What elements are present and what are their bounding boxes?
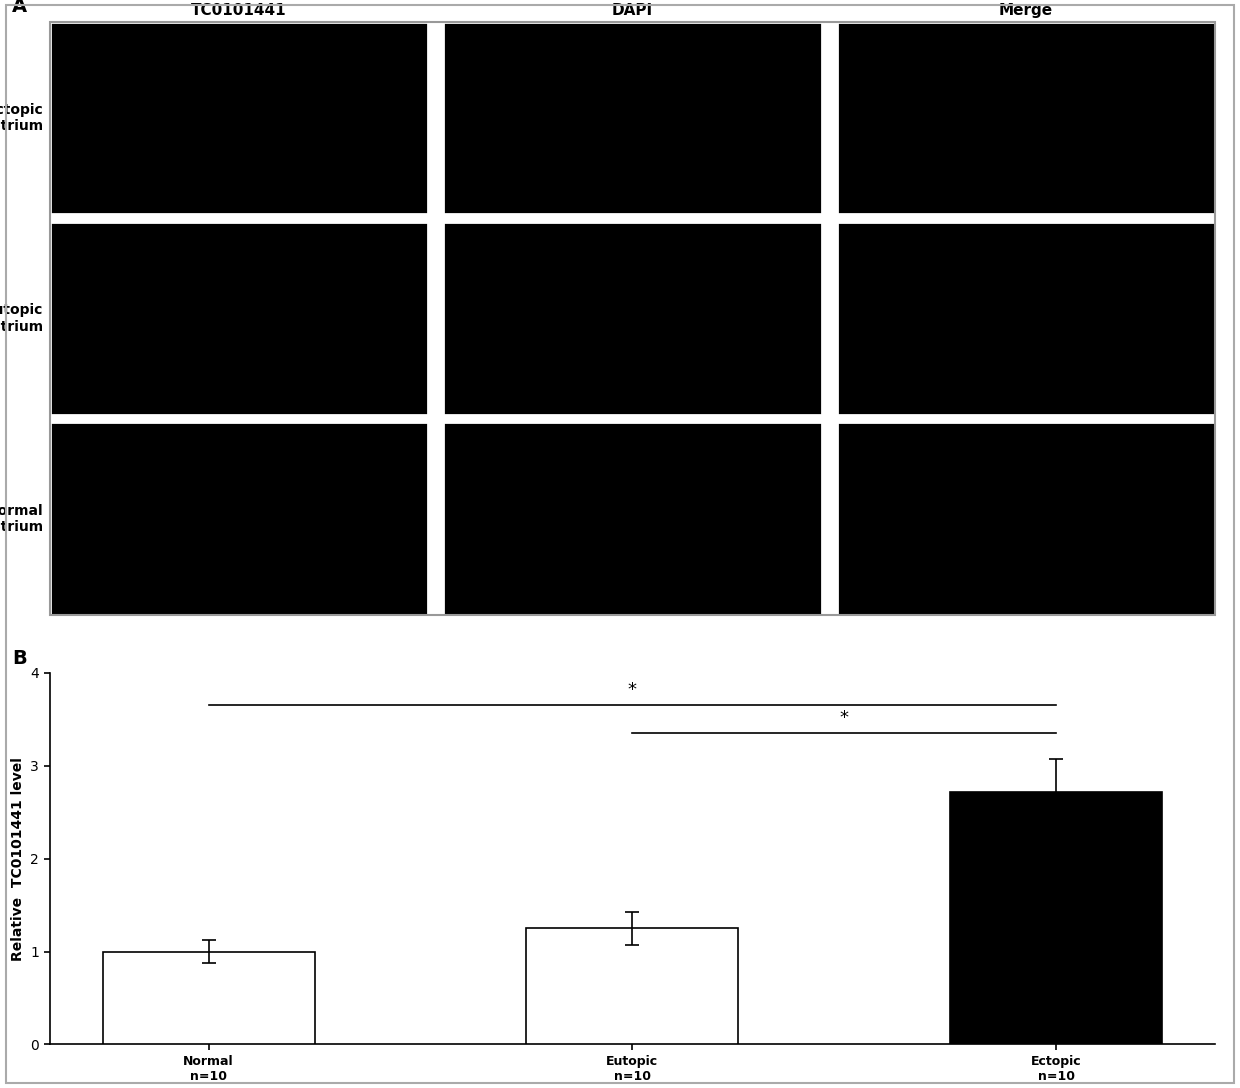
Bar bbox=[103, 952, 315, 1044]
Text: Ectopic
endometrium: Ectopic endometrium bbox=[0, 103, 43, 133]
Title: Merge: Merge bbox=[999, 3, 1053, 17]
Text: Eutopic
endometrium: Eutopic endometrium bbox=[0, 304, 43, 334]
Text: *: * bbox=[839, 709, 849, 727]
Text: B: B bbox=[12, 648, 27, 668]
Bar bbox=[527, 928, 738, 1044]
Text: *: * bbox=[627, 681, 637, 698]
Y-axis label: Relative  TC0101441 level: Relative TC0101441 level bbox=[11, 757, 25, 961]
Text: A: A bbox=[12, 0, 27, 16]
Text: Normal
endometrium: Normal endometrium bbox=[0, 504, 43, 534]
Title: TC0101441: TC0101441 bbox=[191, 3, 286, 17]
Title: DAPI: DAPI bbox=[611, 3, 653, 17]
Bar bbox=[950, 792, 1162, 1044]
